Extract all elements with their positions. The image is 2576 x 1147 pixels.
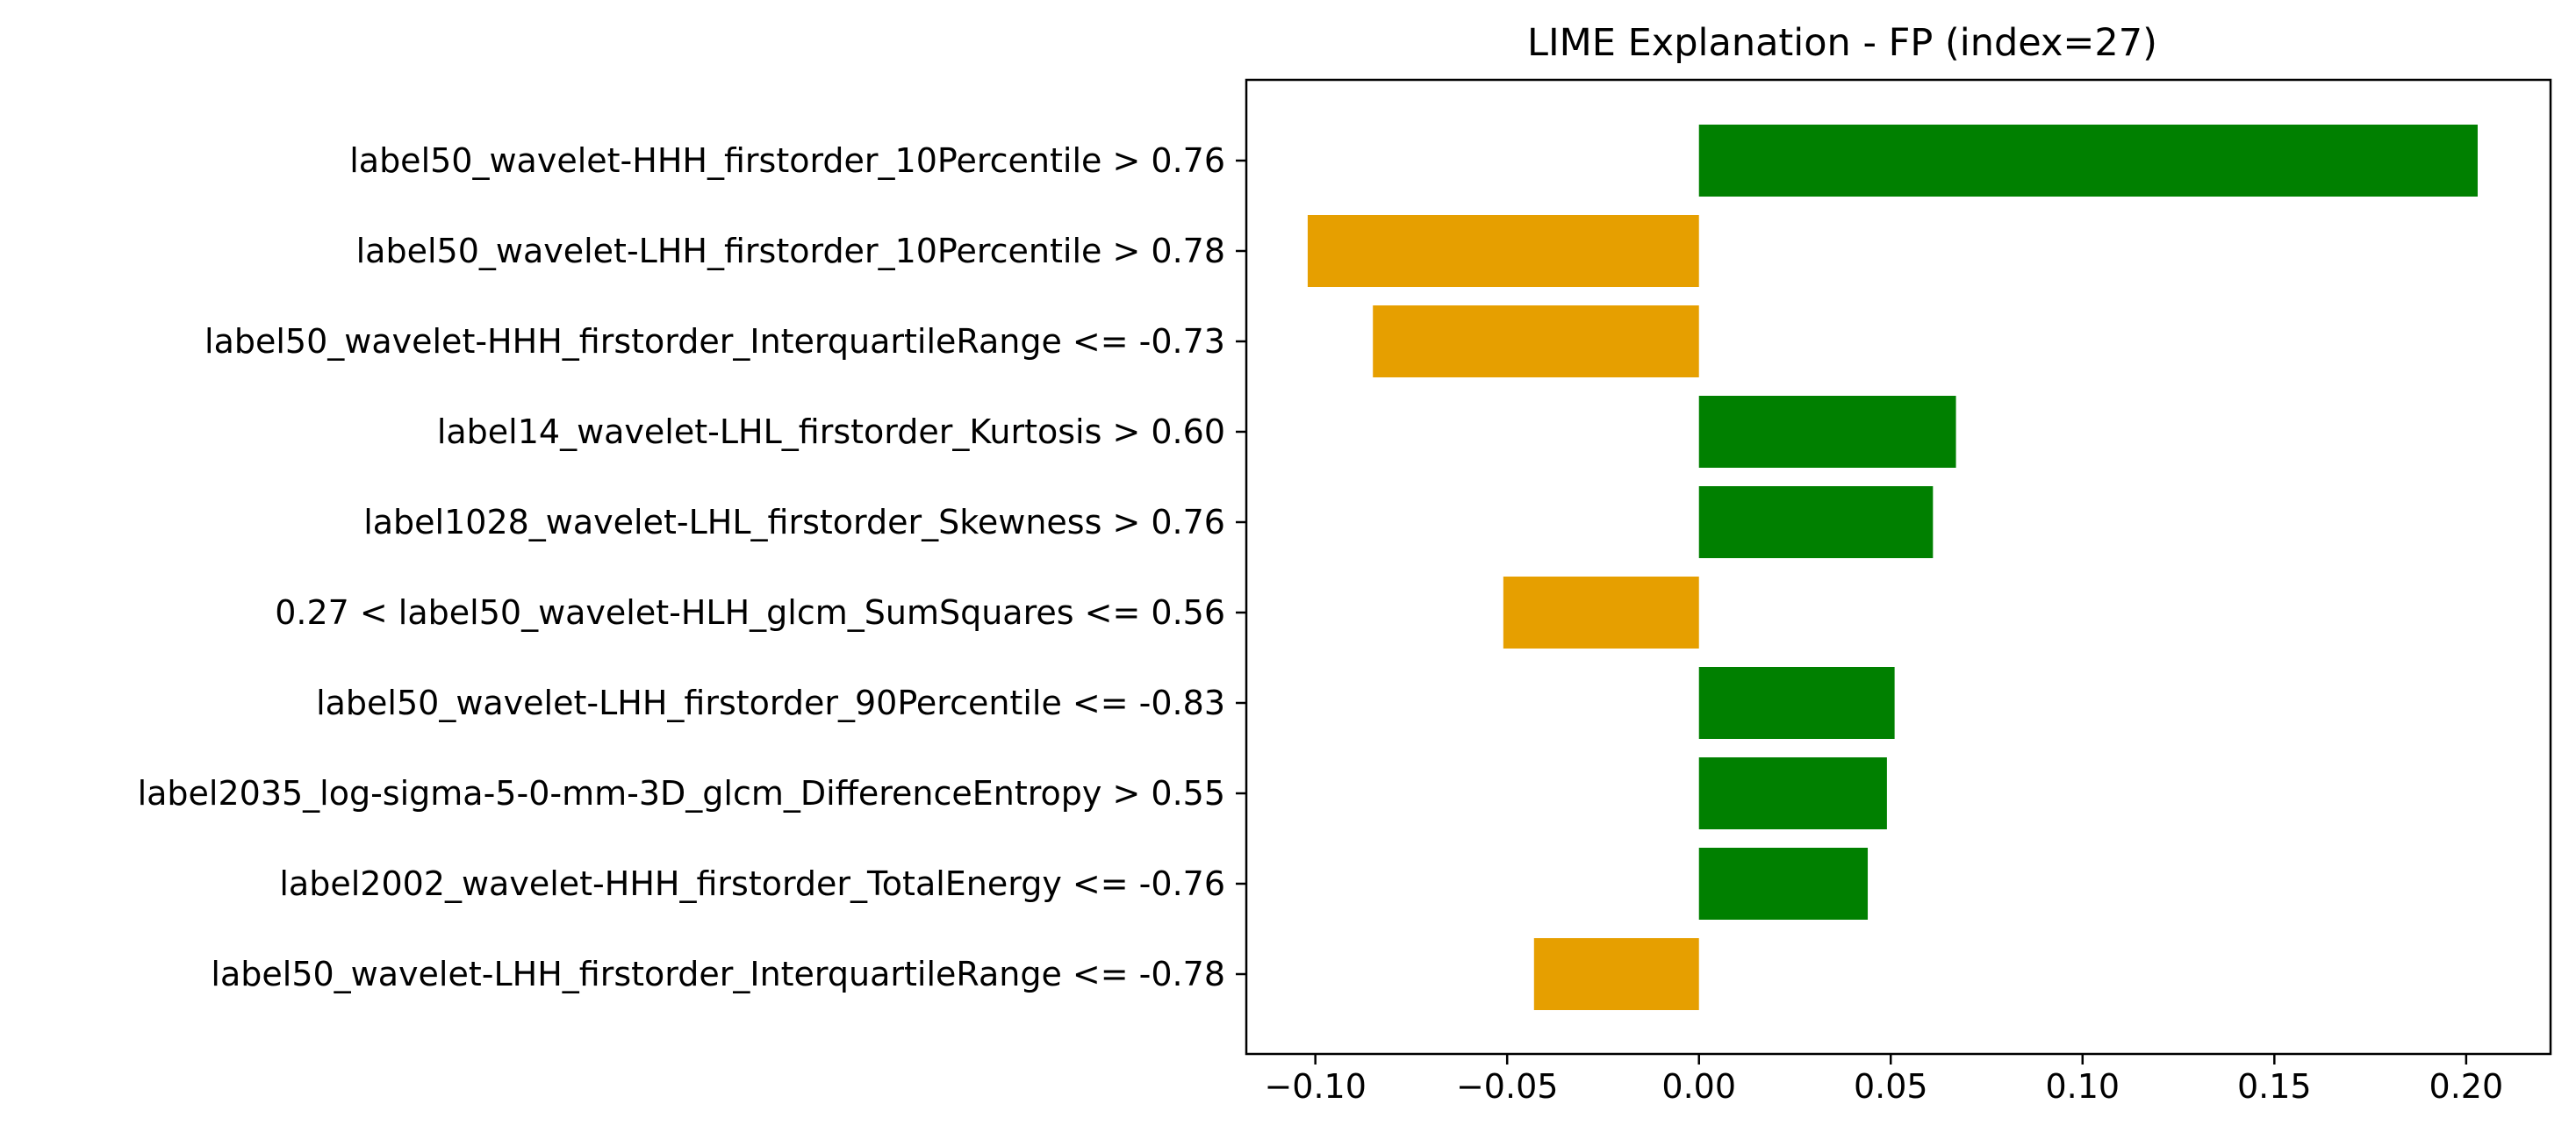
bar-10 [1533,938,1699,1010]
y-tick-label: label14_wavelet-LHL_firstorder_Kurtosis … [437,412,1225,451]
bars-layer [1307,125,2478,1010]
y-tick-label: label2002_wavelet-HHH_firstorder_TotalEn… [279,864,1225,903]
bar-7 [1698,667,1895,739]
bar-5 [1698,486,1934,558]
y-tick-label: label1028_wavelet-LHL_firstorder_Skewnes… [363,503,1225,541]
y-tick-label: 0.27 < label50_wavelet-HLH_glcm_SumSquar… [275,593,1225,632]
x-axis-ticks: −0.10 −0.05 0.00 0.05 0.10 0.15 0.20 [1264,1054,2503,1106]
y-tick-label: label50_wavelet-LHH_firstorder_Interquar… [211,955,1225,993]
bar-4 [1698,396,1956,468]
bar-9 [1698,848,1869,920]
y-tick-label: label50_wavelet-LHH_firstorder_10Percent… [356,232,1225,270]
y-tick-label: label50_wavelet-HHH_firstorder_10Percent… [349,141,1225,180]
y-tick-labels: label50_wavelet-HHH_firstorder_10Percent… [138,141,1246,993]
chart-title: LIME Explanation - FP (index=27) [1527,21,2157,65]
y-tick-label: label2035_log-sigma-5-0-mm-3D_glcm_Diffe… [138,774,1225,813]
x-tick-label: 0.10 [2045,1067,2120,1106]
x-tick-label: −0.05 [1456,1067,1558,1106]
y-tick-label: label50_wavelet-HHH_firstorder_Interquar… [205,322,1225,361]
bar-3 [1373,305,1699,377]
bar-6 [1503,577,1699,649]
x-tick-label: −0.10 [1264,1067,1366,1106]
y-tick-label: label50_wavelet-LHH_firstorder_90Percent… [316,684,1225,722]
bar-2 [1307,215,1699,287]
x-tick-label: 0.20 [2429,1067,2504,1106]
bar-8 [1698,757,1887,829]
x-tick-label: 0.15 [2237,1067,2312,1106]
x-tick-label: 0.00 [1661,1067,1736,1106]
x-tick-label: 0.05 [1854,1067,1928,1106]
bar-1 [1698,125,2478,197]
plot-area-frame [1245,78,2552,1056]
